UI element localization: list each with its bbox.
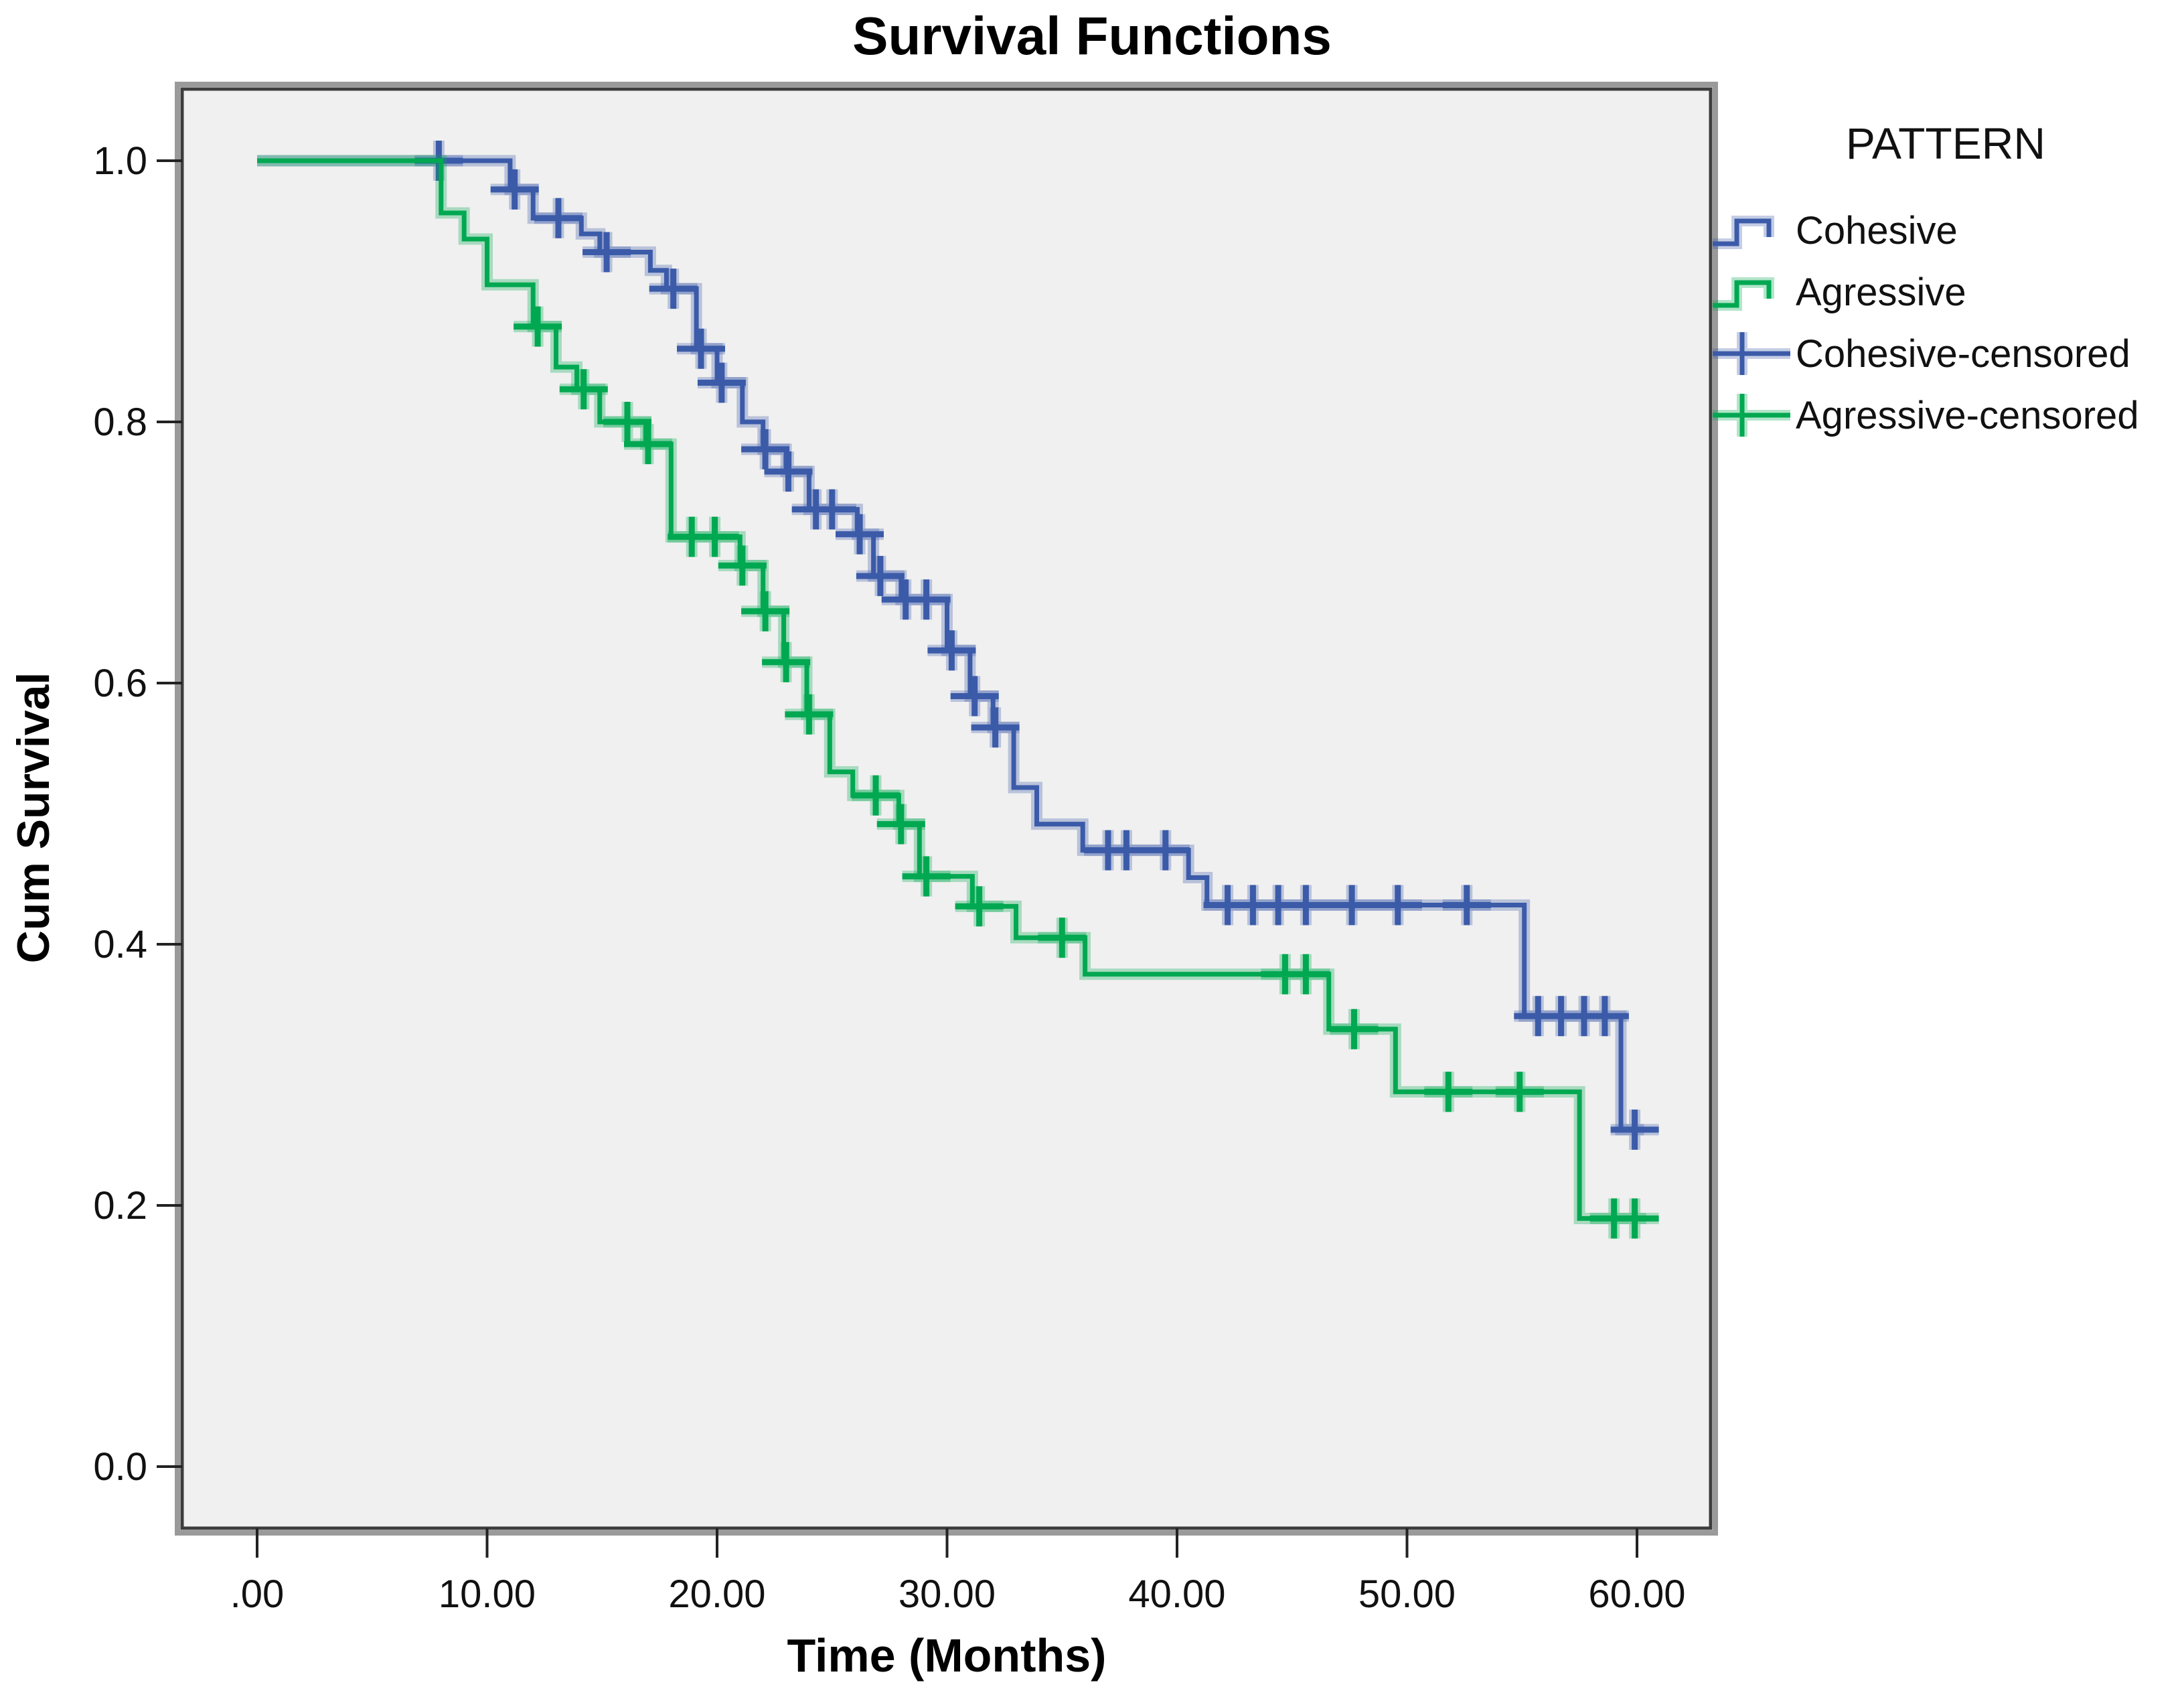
legend-item-label: Cohesive xyxy=(1796,208,1958,252)
step-line-icon xyxy=(1713,216,1774,249)
cohesive-series xyxy=(257,141,1659,1150)
chart-title: Survival Functions xyxy=(852,6,1332,66)
y-tick-label: 0.6 xyxy=(93,662,147,705)
y-tick-label: 1.0 xyxy=(93,139,147,183)
legend-item-label: Agressive xyxy=(1796,270,1966,314)
y-axis-title: Cum Survival xyxy=(8,672,59,964)
legend-item-label: Agressive-censored xyxy=(1796,393,2139,437)
y-tick-label: 0.4 xyxy=(93,923,147,966)
plus-censor-icon xyxy=(1713,394,1790,437)
legend-items: Cohesive Agressive Cohesive-censored Agress… xyxy=(1711,200,2180,446)
legend: PATTERN Cohesive Agressive Cohesive-censor… xyxy=(1711,118,2180,446)
agressive-censor-marks xyxy=(514,306,1659,1239)
x-tick-label: 40.00 xyxy=(1128,1572,1225,1616)
legend-item-agressive-censored: Agressive-censored xyxy=(1711,384,2180,446)
agressive-curve xyxy=(257,158,1646,1221)
x-tick-label: 10.00 xyxy=(439,1572,536,1616)
step-line-icon xyxy=(1713,277,1774,311)
y-tick-label: 0.2 xyxy=(93,1184,147,1228)
legend-item-label: Cohesive-censored xyxy=(1796,331,2130,376)
agressive-series xyxy=(257,155,1659,1239)
x-axis-title: Time (Months) xyxy=(787,1629,1107,1682)
x-axis: .00 10.00 20.00 30.00 40.00 50.00 60.00 xyxy=(230,1528,1686,1616)
x-tick-label: 20.00 xyxy=(668,1572,765,1616)
legend-item-cohesive: Cohesive xyxy=(1711,200,2180,261)
legend-item-cohesive-censored: Cohesive-censored xyxy=(1711,323,2180,384)
plot-area xyxy=(180,87,1713,1530)
x-tick-label: .00 xyxy=(230,1572,285,1616)
x-tick-label: 50.00 xyxy=(1358,1572,1456,1616)
y-tick-label: 0.0 xyxy=(93,1445,147,1489)
y-tick-label: 0.8 xyxy=(93,400,147,444)
legend-item-agressive: Agressive xyxy=(1711,261,2180,323)
legend-title: PATTERN xyxy=(1845,119,2046,168)
x-tick-label: 30.00 xyxy=(899,1572,996,1616)
x-tick-label: 60.00 xyxy=(1588,1572,1685,1616)
plus-censor-icon xyxy=(1713,332,1790,375)
y-axis: 1.0 0.8 0.6 0.4 0.2 0.0 xyxy=(93,139,182,1489)
